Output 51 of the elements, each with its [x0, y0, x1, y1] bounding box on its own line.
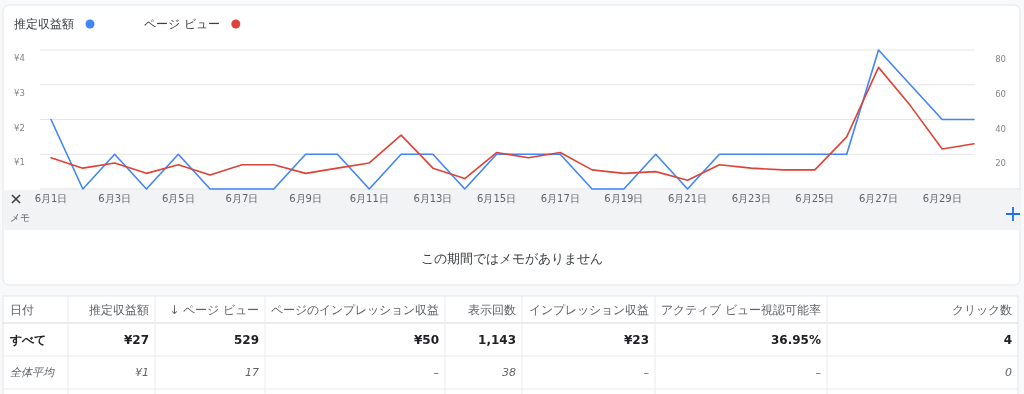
y-tick-label: ¥1	[14, 157, 25, 168]
text: アクティブ ビュー視認可能率	[661, 302, 821, 317]
text: 36.95%	[771, 332, 821, 347]
text: ¥50	[413, 332, 439, 347]
x-tick-label: 6月1日	[34, 193, 68, 204]
text: 1,143	[478, 332, 516, 347]
x-tick-label: 6月3日	[98, 193, 132, 204]
x-tick-label: 6月13日	[413, 193, 453, 204]
text: ¥23	[623, 332, 649, 347]
text: クリック数	[952, 302, 1012, 317]
text: 全体平均	[10, 366, 55, 380]
text: 日付	[10, 302, 34, 317]
x-tick-label: 6月11日	[349, 193, 389, 204]
text: ページのインプレッション収益	[271, 302, 439, 317]
x-tick-label: 6月5日	[161, 193, 195, 204]
text: ¥1	[135, 366, 149, 380]
text: –	[433, 366, 440, 380]
y-tick-label: ¥3	[14, 87, 25, 98]
x-tick-label: 6月7日	[225, 193, 259, 204]
y2-tick-label: 60	[995, 88, 1006, 99]
x-tick-label: 6月9日	[289, 193, 322, 204]
text: –	[643, 366, 650, 380]
text: –	[815, 366, 822, 380]
text: 17	[245, 366, 259, 380]
text: 表示回数	[468, 302, 516, 317]
text: メモ	[10, 212, 30, 223]
y-tick-label: ¥2	[14, 122, 25, 133]
y2-tick-label: 40	[995, 123, 1006, 134]
text: 0	[1005, 366, 1012, 380]
y-tick-label: ¥4	[14, 53, 25, 63]
text: 38	[502, 366, 516, 380]
x-tick-label: 6月17日	[540, 193, 580, 204]
text: 4	[1003, 332, 1012, 347]
text: インプレッション収益	[529, 302, 649, 317]
x-tick-label: 6月29日	[922, 193, 962, 204]
text: すべて	[9, 332, 46, 347]
text: ↓ ページ ビュー	[169, 302, 259, 317]
legend-label: 推定収益額	[14, 17, 74, 31]
y2-tick-label: 20	[995, 158, 1006, 169]
text: 529	[233, 332, 259, 347]
x-tick-label: 6月15日	[477, 193, 517, 204]
x-tick-label: 6月23日	[731, 193, 771, 204]
x-tick-label: 6月27日	[858, 193, 899, 204]
legend-label: ページ ビュー	[144, 17, 220, 31]
x-tick-label: 6月21日	[668, 193, 708, 204]
x-tick-label: 6月25日	[795, 193, 835, 204]
text: この期間ではメモがありません	[421, 251, 603, 266]
text: ¥27	[123, 332, 149, 347]
y2-tick-label: 80	[995, 54, 1006, 64]
x-tick-label: 6月19日	[604, 193, 644, 204]
text: 推定収益額	[89, 302, 149, 317]
